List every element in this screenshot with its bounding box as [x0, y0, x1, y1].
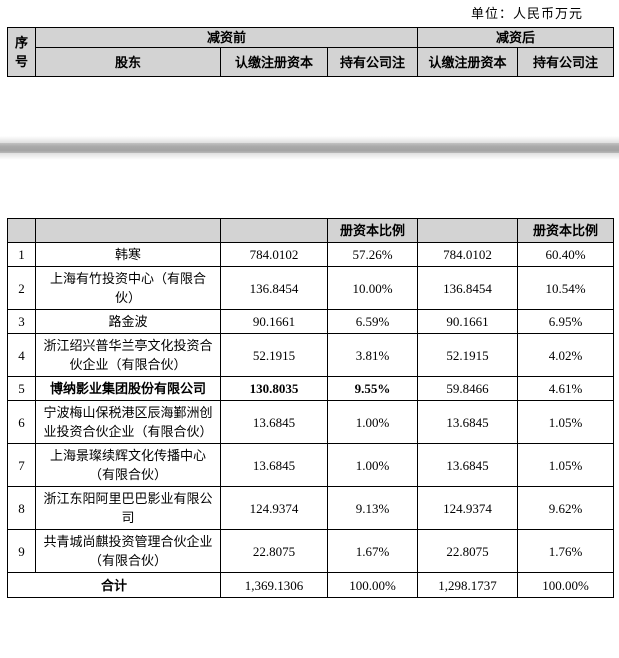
after-ratio-cell: 6.95%: [517, 309, 614, 334]
after-capital-cell: 136.8454: [417, 266, 518, 310]
page-top-shadow: [0, 153, 619, 160]
row-number-cell: 7: [7, 443, 36, 487]
before-ratio-cell: 3.81%: [327, 333, 418, 377]
after-ratio-cell: 4.02%: [517, 333, 614, 377]
row-number-cell: 9: [7, 529, 36, 573]
capital-reduction-table-header: 序号 减资前 减资后 股东 认缴注册资本 持有公司注 认缴注册资本 持有公司注: [7, 27, 615, 77]
after-ratio-cell: 60.40%: [517, 242, 614, 267]
total-after-ratio: 100.00%: [517, 572, 614, 598]
before-capital-cell: 90.1661: [220, 309, 328, 334]
header-cont-empty: [35, 218, 221, 243]
header-subscribed-before: 认缴注册资本: [220, 47, 328, 77]
row-number-cell: 3: [7, 309, 36, 334]
row-number-cell: 5: [7, 376, 36, 401]
before-capital-cell: 13.6845: [220, 400, 328, 444]
header-group-after: 减资后: [416, 27, 615, 48]
after-capital-cell: 13.6845: [417, 400, 518, 444]
shareholder-name-cell: 韩寒: [35, 242, 221, 267]
before-capital-cell: 136.8454: [220, 266, 328, 310]
table-row: 9 共青城尚麒投资管理合伙企业（有限合伙） 22.8075 1.67% 22.8075 1…: [7, 529, 614, 573]
row-number-cell: 1: [7, 242, 36, 267]
shareholder-name-cell: 浙江东阳阿里巴巴影业有限公司: [35, 486, 221, 530]
shareholder-name-cell: 上海景璨续辉文化传播中心（有限合伙）: [35, 443, 221, 487]
row-number-cell: 8: [7, 486, 36, 530]
after-capital-cell: 90.1661: [417, 309, 518, 334]
after-ratio-cell: 1.76%: [517, 529, 614, 573]
after-capital-cell: 124.9374: [417, 486, 518, 530]
table-row: 6 宁波梅山保税港区辰海鄞洲创业投资合伙企业（有限合伙） 13.6845 1.00% 1…: [7, 400, 614, 444]
before-ratio-cell: 6.59%: [327, 309, 418, 334]
after-capital-cell: 13.6845: [417, 443, 518, 487]
header-cont-ratio-before: 册资本比例: [327, 218, 418, 243]
after-ratio-cell: 9.62%: [517, 486, 614, 530]
total-row: 合计 1,369.1306 100.00% 1,298.1737 100.00%: [7, 572, 614, 598]
after-capital-cell: 784.0102: [417, 242, 518, 267]
header-cont-empty: [220, 218, 328, 243]
page-break-band: [0, 143, 619, 153]
before-capital-cell: 124.9374: [220, 486, 328, 530]
table-rows: 1 韩寒 784.0102 57.26% 784.0102 60.40% 2 上海有竹投资中心…: [7, 242, 614, 573]
row-number-cell: 6: [7, 400, 36, 444]
after-ratio-cell: 4.61%: [517, 376, 614, 401]
before-capital-cell: 22.8075: [220, 529, 328, 573]
total-before-capital: 1,369.1306: [220, 572, 328, 598]
header-cont-empty: [7, 218, 36, 243]
before-ratio-cell: 10.00%: [327, 266, 418, 310]
header-shareholder: 股东: [35, 47, 221, 77]
after-ratio-cell: 1.05%: [517, 400, 614, 444]
table-row: 7 上海景璨续辉文化传播中心（有限合伙） 13.6845 1.00% 13.6845 1.…: [7, 443, 614, 487]
header-cont-empty: [417, 218, 518, 243]
header-cont-ratio-after: 册资本比例: [517, 218, 614, 243]
shareholder-name-cell: 宁波梅山保税港区辰海鄞洲创业投资合伙企业（有限合伙）: [35, 400, 221, 444]
total-label: 合计: [7, 572, 221, 598]
page-break-separator: [0, 136, 619, 160]
row-number-cell: 2: [7, 266, 36, 310]
header-subscribed-after: 认缴注册资本: [417, 47, 518, 77]
table-row: 1 韩寒 784.0102 57.26% 784.0102 60.40%: [7, 242, 614, 267]
after-capital-cell: 52.1915: [417, 333, 518, 377]
before-ratio-cell: 9.55%: [327, 376, 418, 401]
before-ratio-cell: 1.00%: [327, 400, 418, 444]
shareholder-name-cell: 路金波: [35, 309, 221, 334]
table-row: 3 路金波 90.1661 6.59% 90.1661 6.95%: [7, 309, 614, 334]
header-continuation-row: 册资本比例 册资本比例: [7, 218, 614, 243]
header-ratio-before: 持有公司注: [327, 47, 418, 77]
header-seq: 序号: [7, 27, 36, 77]
table-row: 2 上海有竹投资中心（有限合伙） 136.8454 10.00% 136.8454 10.…: [7, 266, 614, 310]
before-ratio-cell: 1.00%: [327, 443, 418, 487]
table-row: 4 浙江绍兴普华兰亭文化投资合伙企业（有限合伙） 52.1915 3.81% 52.19…: [7, 333, 614, 377]
before-ratio-cell: 57.26%: [327, 242, 418, 267]
before-ratio-cell: 9.13%: [327, 486, 418, 530]
row-number-cell: 4: [7, 333, 36, 377]
shareholder-name-cell: 博纳影业集团股份有限公司: [35, 376, 221, 401]
table-row: 8 浙江东阳阿里巴巴影业有限公司 124.9374 9.13% 124.9374 9.62…: [7, 486, 614, 530]
page-bottom-shadow: [0, 136, 619, 143]
capital-reduction-table-body: 册资本比例 册资本比例 1 韩寒 784.0102 57.26% 784.0102 60.…: [7, 218, 614, 598]
before-ratio-cell: 1.67%: [327, 529, 418, 573]
total-after-capital: 1,298.1737: [417, 572, 518, 598]
after-ratio-cell: 10.54%: [517, 266, 614, 310]
table-row: 5 博纳影业集团股份有限公司 130.8035 9.55% 59.8466 4.61%: [7, 376, 614, 401]
before-capital-cell: 52.1915: [220, 333, 328, 377]
header-ratio-after: 持有公司注: [516, 47, 615, 77]
header-group-before: 减资前: [35, 27, 418, 48]
shareholder-name-cell: 浙江绍兴普华兰亭文化投资合伙企业（有限合伙）: [35, 333, 221, 377]
after-capital-cell: 59.8466: [417, 376, 518, 401]
shareholder-name-cell: 上海有竹投资中心（有限合伙）: [35, 266, 221, 310]
after-ratio-cell: 1.05%: [517, 443, 614, 487]
before-capital-cell: 784.0102: [220, 242, 328, 267]
unit-label: 单位：人民币万元: [470, 6, 583, 21]
total-before-ratio: 100.00%: [327, 572, 418, 598]
shareholder-name-cell: 共青城尚麒投资管理合伙企业（有限合伙）: [35, 529, 221, 573]
before-capital-cell: 13.6845: [220, 443, 328, 487]
before-capital-cell: 130.8035: [220, 376, 328, 401]
after-capital-cell: 22.8075: [417, 529, 518, 573]
